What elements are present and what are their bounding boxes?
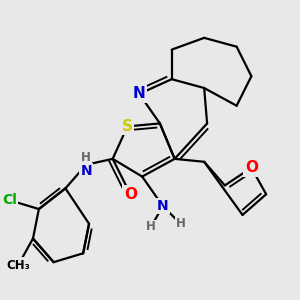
Text: N: N [80, 164, 92, 178]
Text: Cl: Cl [2, 193, 17, 207]
Text: H: H [146, 220, 156, 233]
Text: N: N [133, 86, 146, 101]
Text: H: H [81, 151, 91, 164]
Text: H: H [176, 217, 185, 230]
Text: CH₃: CH₃ [6, 259, 30, 272]
Text: O: O [245, 160, 258, 175]
Text: O: O [124, 187, 137, 202]
Text: S: S [122, 119, 133, 134]
Text: N: N [157, 199, 169, 213]
